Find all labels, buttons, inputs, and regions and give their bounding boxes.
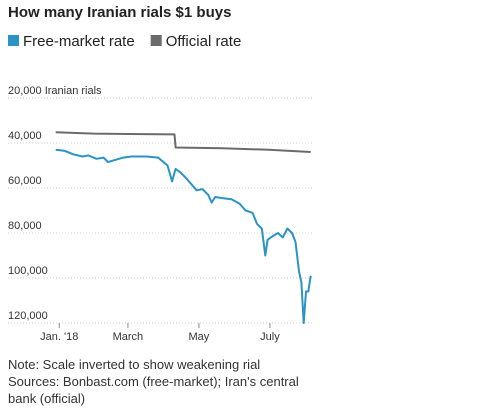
y-tick-label: 60,000 [8, 175, 42, 187]
series-line [55, 131, 311, 153]
x-tick-label: Jan. '18 [40, 331, 78, 343]
y-tick-label: 40,000 [8, 130, 42, 142]
legend-swatch [8, 35, 19, 46]
legend-label: Free-market rate [23, 33, 135, 50]
y-tick-label: 80,000 [8, 220, 42, 232]
series-line [55, 148, 312, 324]
note: Note: Scale inverted to show weakening r… [8, 357, 261, 372]
x-tick-label: March [113, 331, 144, 343]
y-tick-label: 120,000 [8, 310, 48, 322]
legend-label: Official rate [166, 33, 242, 50]
source: Sources: Bonbast.com (free-market); Iran… [8, 374, 299, 406]
y-tick-label: 20,000 Iranian rials [8, 85, 102, 97]
notes: Note: Scale inverted to show weakening r… [8, 356, 308, 407]
x-tick-label: July [260, 331, 280, 343]
x-tick-label: May [189, 331, 210, 343]
chart-title: How many Iranian rials $1 buys [8, 4, 232, 21]
y-tick-label: 100,000 [8, 265, 48, 277]
legend-swatch [150, 35, 162, 46]
